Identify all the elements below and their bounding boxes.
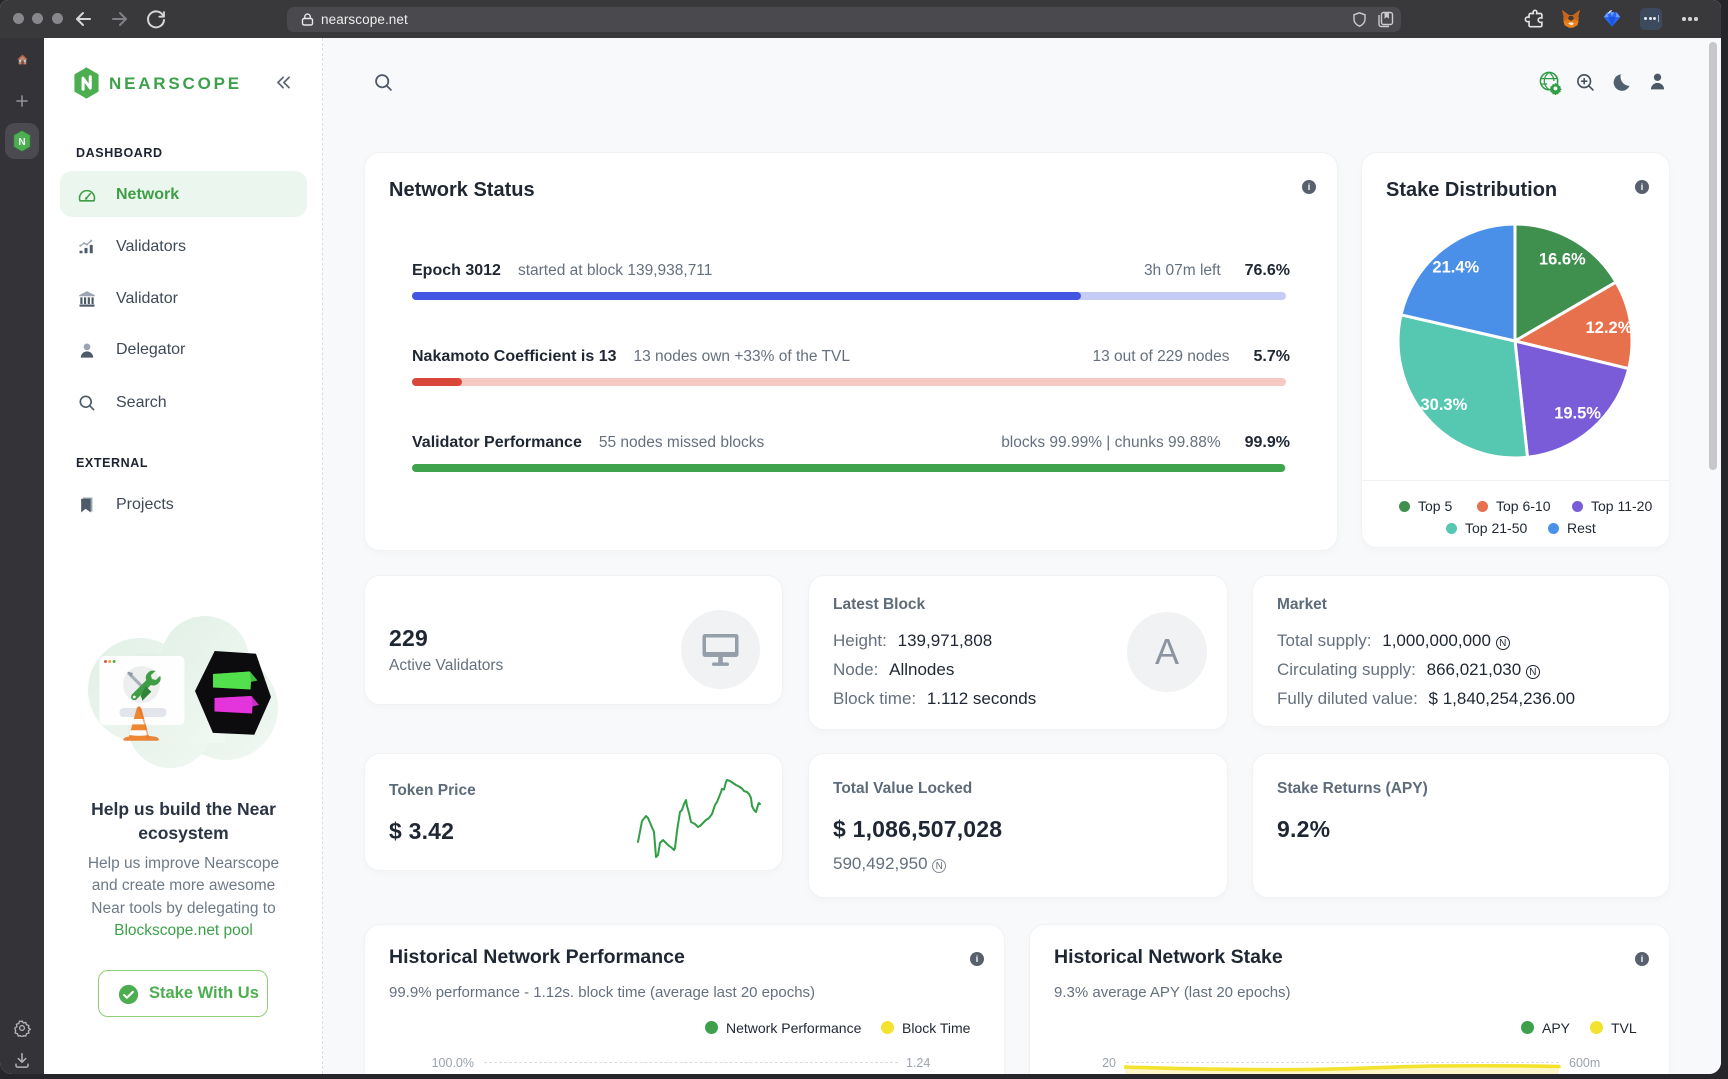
svg-text:16.6%: 16.6%: [1539, 251, 1586, 269]
svg-text:30.3%: 30.3%: [1421, 396, 1468, 414]
svg-text:12.2%: 12.2%: [1586, 319, 1633, 337]
svg-text:N: N: [18, 137, 25, 148]
svg-text:19.5%: 19.5%: [1554, 404, 1601, 422]
svg-text:21.4%: 21.4%: [1432, 259, 1479, 277]
